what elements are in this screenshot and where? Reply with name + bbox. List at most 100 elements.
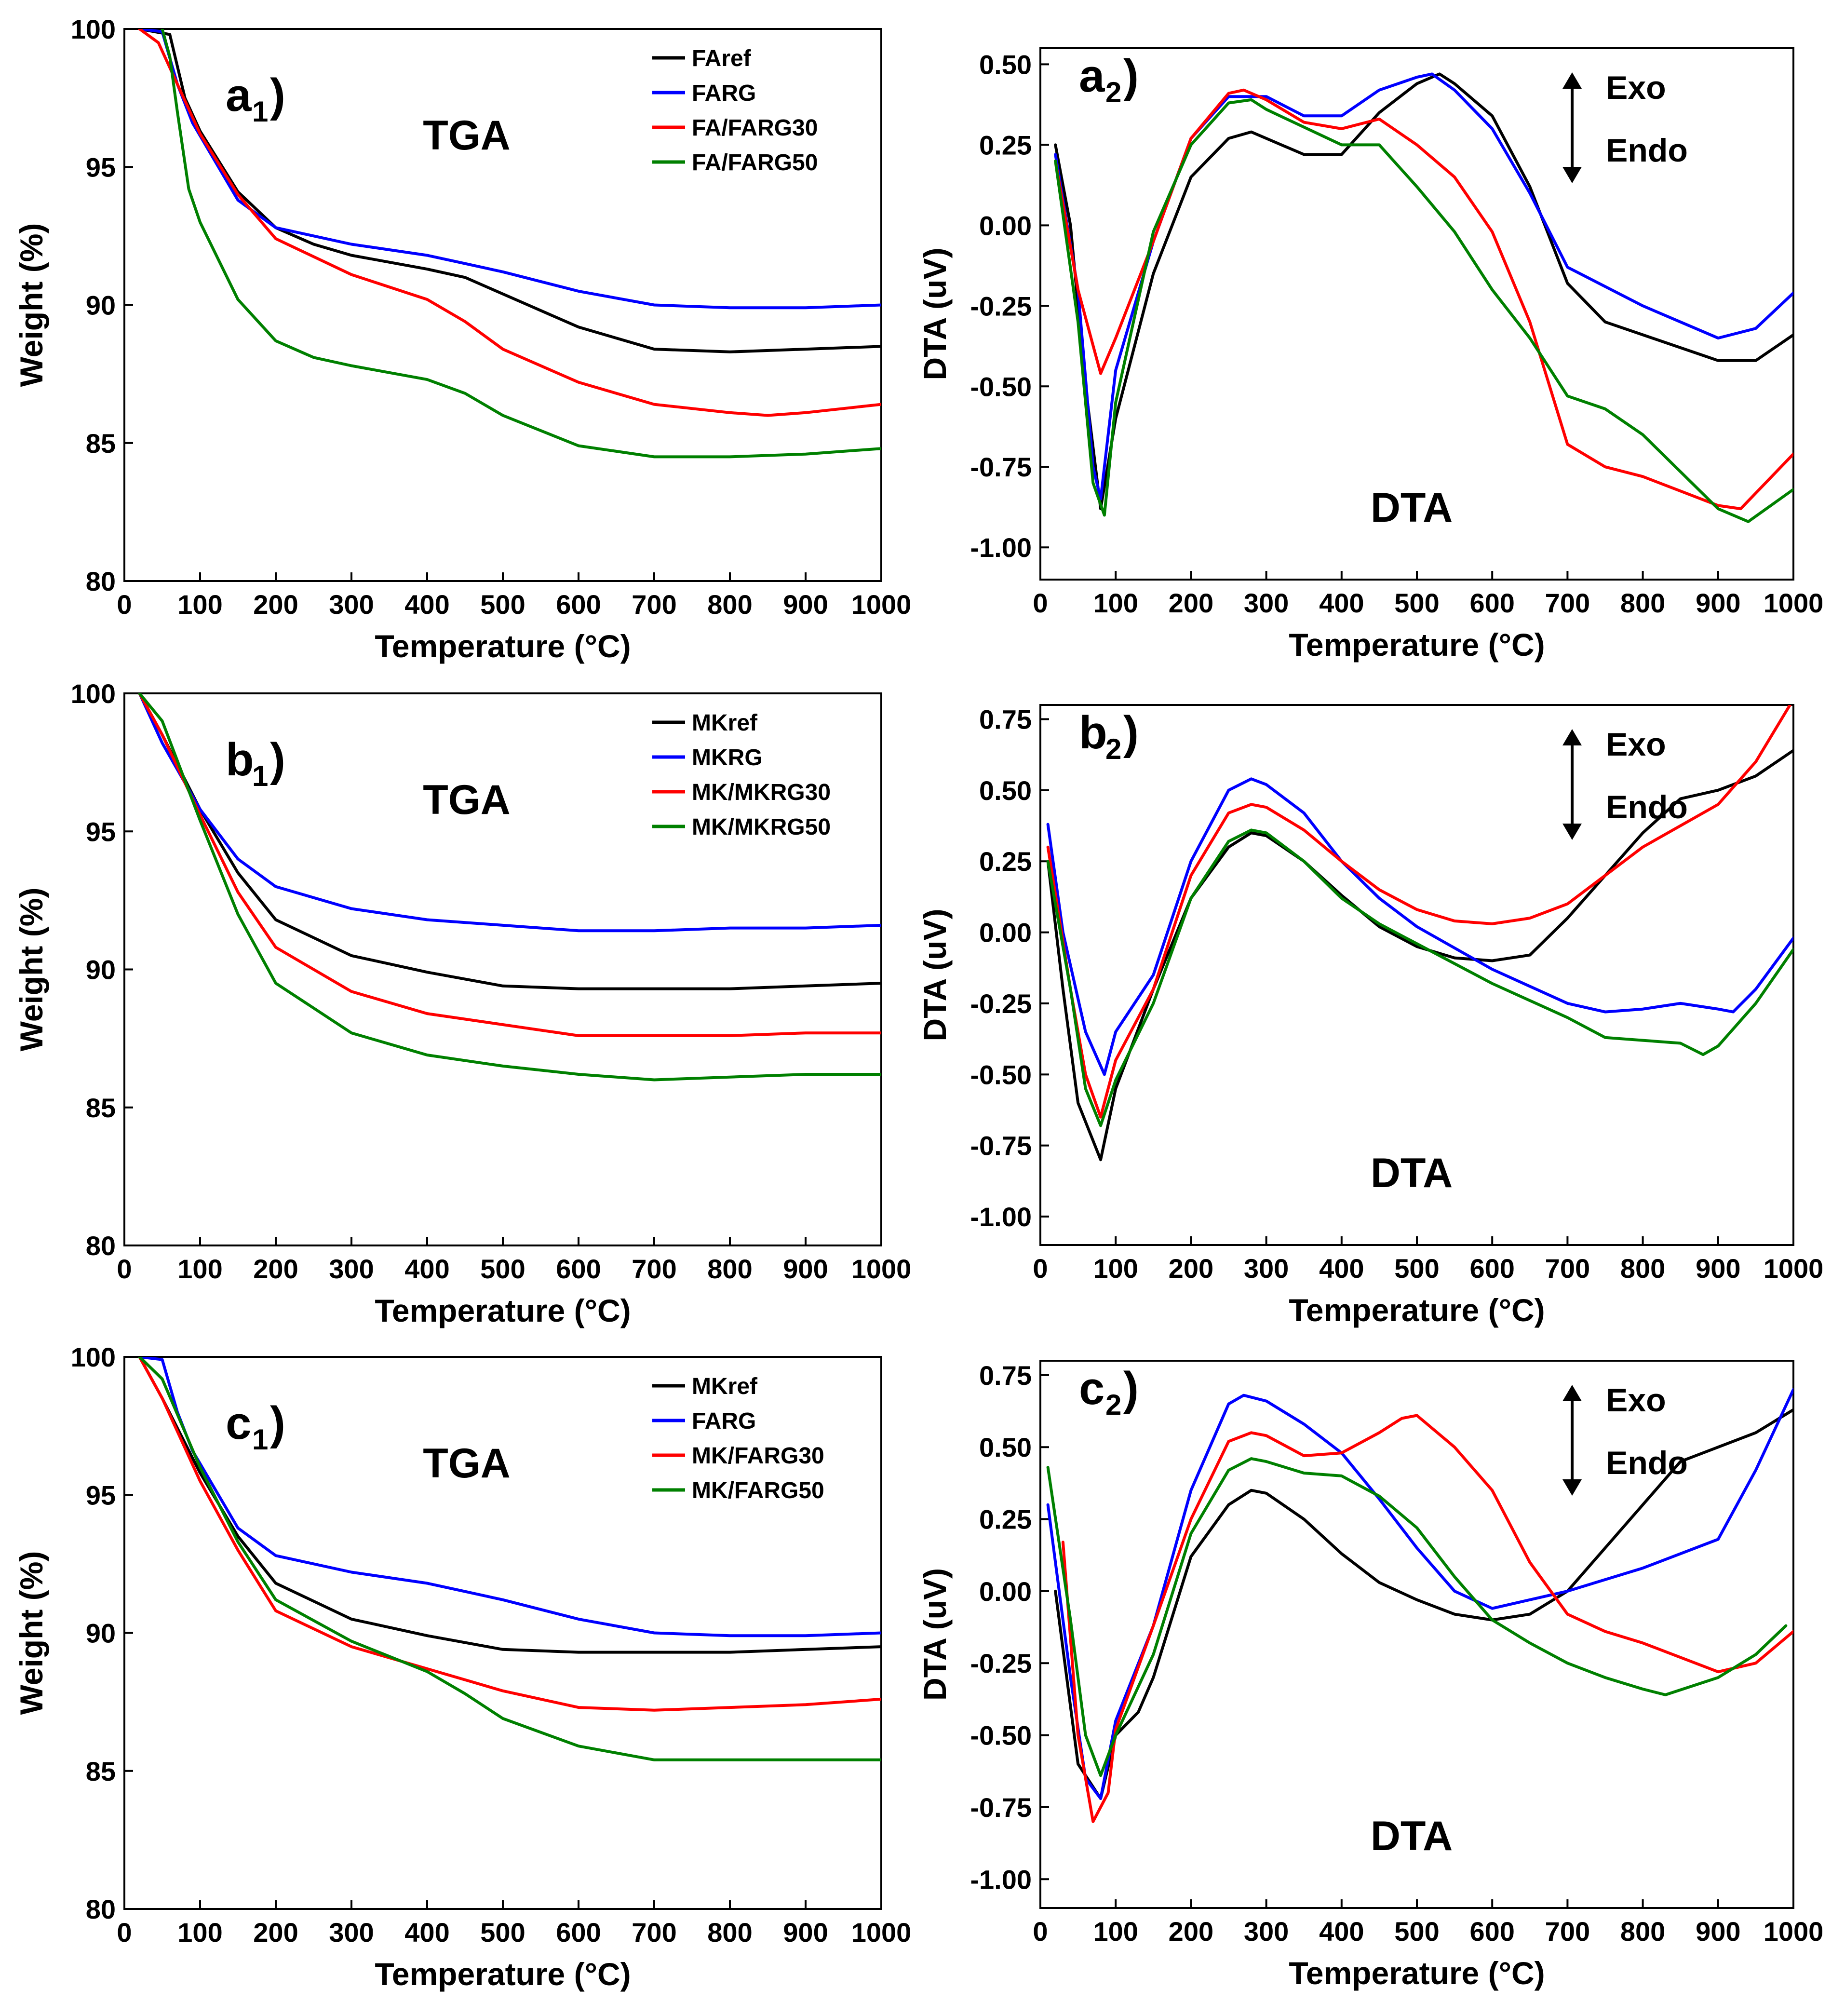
x-tick-label: 300 [329,1254,374,1284]
x-tick-label: 400 [1319,1916,1364,1947]
series-mk-mkrg50-line [1046,828,1793,1127]
panel-paren: ) [1123,707,1139,758]
chart-b2: 0 100 200 300 400 500 600 700 800 900 1000 -1.00 -0.… [917,704,1823,1328]
panel-paren: ) [270,734,285,785]
x-tick-label: 700 [1545,1253,1590,1284]
method-label: DTA [1371,485,1453,531]
x-tick-label: 300 [329,589,374,620]
x-tick-label: 0 [117,589,132,620]
y-tick-label: 95 [86,152,116,182]
x-tick-label: 700 [1545,588,1590,618]
series-mk-farg50-line [138,1357,881,1761]
panel-letter: c [226,1397,251,1449]
x-tick-label: 300 [1244,588,1289,618]
series-mk-farg30-line [138,1357,881,1712]
x-tick-label: 700 [632,589,676,620]
series-fa-farg50-line [161,29,881,459]
x-tick-label: 300 [329,1917,374,1948]
y-tick-label: 100 [71,678,116,709]
y-tick-label: 0.00 [979,210,1032,241]
method-label: TGA [423,1440,511,1487]
arrow-up-icon [1562,1385,1582,1401]
y-tick-label: 95 [86,816,116,847]
x-tick-label: 500 [1394,1916,1439,1947]
y-axis-title: Weight (%) [13,223,49,387]
y-tick-label: -0.75 [970,1792,1032,1823]
arrow-down-icon [1562,167,1582,183]
y-tick-label: 100 [71,14,116,44]
legend-entry: MKref [692,710,758,736]
x-tick-label: 800 [707,589,752,620]
x-tick-label: 800 [1620,588,1665,618]
y-axis-title: DTA (uV) [917,248,953,380]
legend: MKref FARG MK/FARG30 MK/FARG50 [652,1374,824,1503]
panel-paren: ) [270,69,285,121]
panel-label: a 2) [1079,50,1139,108]
series-mk-mkrg30-line [138,693,881,1037]
x-tick-label: 400 [404,1254,449,1284]
x-tick-label: 900 [783,1254,828,1284]
x-tick-label: 700 [1545,1916,1590,1947]
x-tick-label: 500 [480,1254,525,1284]
x-tick-label: 0 [1033,588,1048,618]
y-tick-label: 80 [86,1894,116,1924]
x-tick-label: 300 [1244,1916,1289,1947]
x-tick-label: 0 [117,1917,132,1948]
panel-letter: a [1079,50,1105,102]
y-tick-label: 0.25 [979,1504,1032,1535]
method-label: DTA [1371,1813,1453,1859]
y-tick-label: 100 [71,1342,116,1372]
y-tick-label: -1.00 [970,1202,1032,1232]
chart-b1: 0 100 200 300 400 500 600 700 800 900 1000 80 85 90 95… [13,678,911,1328]
method-label: TGA [423,112,511,159]
x-tick-label: 100 [177,1254,222,1284]
x-tick-label: 900 [1696,588,1740,618]
x-tick-label: 100 [177,589,222,620]
exo-label: Exo [1606,1382,1666,1419]
y-tick-label: 0.25 [979,846,1032,877]
panel-letter: b [1079,707,1107,758]
legend-entry: MK/FARG50 [692,1478,824,1503]
panel-paren: ) [270,1397,285,1449]
chart-a2: 0 100 200 300 400 500 600 700 800 900 1000 -1.00 -0.… [917,47,1823,663]
x-tick-label: 500 [1394,588,1439,618]
y-tick-label: 0.50 [979,775,1032,806]
x-tick-label: 1000 [851,589,912,620]
series-mk-mkrg50-line [138,693,881,1082]
y-tick-label: -1.00 [970,532,1032,563]
y-tick-label: 0.25 [979,130,1032,160]
y-tick-label: 80 [86,1231,116,1261]
x-axis-title: Temperature (°C) [1289,1955,1545,1991]
x-tick-label: 600 [556,1254,601,1284]
x-tick-label: 800 [1620,1253,1665,1284]
y-tick-label: 0.50 [979,49,1032,80]
panel-subscript: 2 [1105,733,1121,765]
x-tick-label: 700 [632,1917,676,1948]
legend-entry: MK/MKRG50 [692,814,831,840]
series-farg-line [1046,1388,1793,1800]
x-axis-title: Temperature (°C) [1289,627,1545,663]
x-tick-label: 200 [253,1254,298,1284]
y-tick-label: -0.25 [970,291,1032,321]
y-axis-title: DTA (uV) [917,1568,953,1701]
x-tick-label: 100 [1093,1253,1138,1284]
panel-label: c 2) [1079,1363,1139,1421]
y-tick-label: -1.00 [970,1864,1032,1894]
panel-letter: b [226,734,254,785]
legend-entry: MK/MKRG30 [692,780,831,805]
y-tick-label: 0.00 [979,918,1032,948]
arrow-down-icon [1562,824,1582,840]
x-tick-label: 500 [480,1917,525,1948]
legend-entry: MKRG [692,745,763,771]
legend-entry: FARG [692,1408,756,1434]
x-tick-label: 600 [556,589,601,620]
exo-label: Exo [1606,726,1666,763]
endo-label: Endo [1606,789,1688,825]
method-label: DTA [1371,1150,1453,1196]
y-tick-label: 95 [86,1480,116,1510]
exo-endo-indicator: Exo Endo [1562,69,1688,183]
exo-endo-indicator: Exo Endo [1562,726,1688,840]
legend-entry: MK/FARG30 [692,1443,824,1469]
x-tick-label: 900 [1696,1916,1740,1947]
y-tick-label: 0.50 [979,1432,1032,1462]
